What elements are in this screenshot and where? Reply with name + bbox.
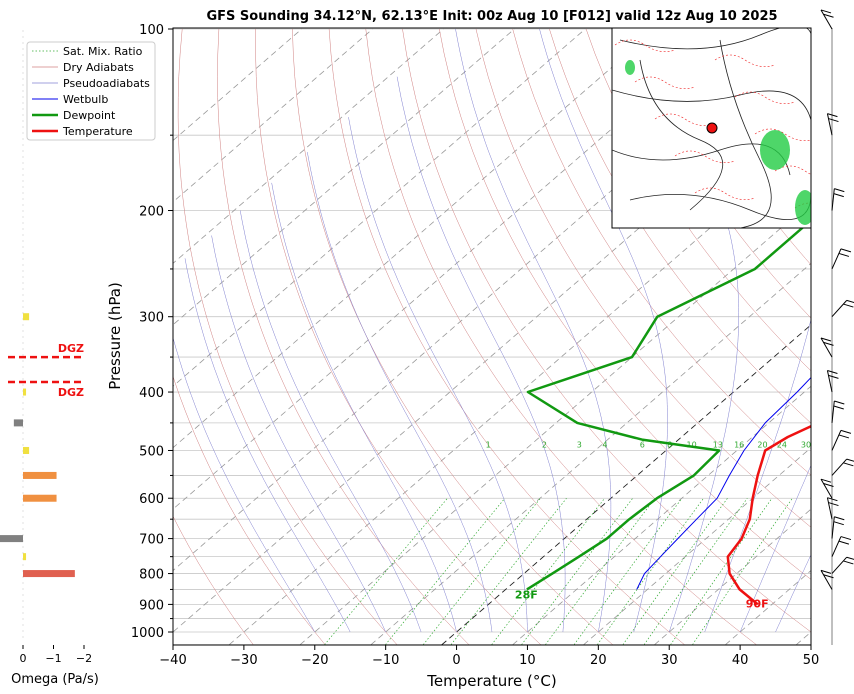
y-tick-label: 800: [139, 568, 164, 583]
mixing-ratio-label: 1: [486, 440, 491, 449]
axes-layer: −40 −30 −20 −10 0 10 20 30 40 50 100 200 300 400 500 60…: [131, 23, 819, 668]
mixing-ratio-label: 4: [602, 440, 607, 449]
mixing-ratio-label: 36: [821, 440, 831, 449]
inset-map: [611, 27, 812, 229]
omega-bar: [23, 446, 30, 454]
y-tick-label: 900: [139, 598, 164, 613]
x-tick-label: 10: [519, 653, 536, 668]
wind-barb: [820, 569, 834, 590]
omega-bar: [0, 535, 24, 543]
dgz-label: DGZ: [58, 386, 84, 399]
wind-barb: [831, 458, 854, 476]
legend-entry: Temperature: [62, 125, 133, 138]
x-tick-label: −30: [230, 653, 257, 668]
surface-dewpoint-label: 28F: [515, 588, 538, 601]
wind-barb: [826, 497, 839, 520]
wind-barb: [820, 337, 834, 358]
mixing-ratio-label: 8: [667, 440, 672, 449]
wind-barb: [826, 370, 839, 393]
legend-entry: Dry Adiabats: [63, 61, 134, 74]
omega-panel: Omega (Pa/s) 0 −1 −2 DGZ DGZ: [0, 30, 99, 687]
x-axis-label: Temperature (°C): [426, 672, 556, 690]
legend-entry: Wetbulb: [63, 93, 108, 106]
omega-bar: [23, 494, 57, 502]
legend-entry: Pseudoadiabats: [63, 77, 150, 90]
y-tick-label: 300: [139, 311, 164, 326]
wind-barb: [831, 429, 852, 451]
wind-barb: [826, 113, 839, 136]
mixing-ratio-label: 13: [713, 440, 723, 449]
mixing-ratio-label: 30: [801, 440, 811, 449]
x-tick-label: 0: [452, 653, 460, 668]
x-tick-label: −20: [301, 653, 328, 668]
legend-entry: Dewpoint: [63, 109, 116, 122]
y-tick-label: 600: [139, 492, 164, 507]
series-temperature: [726, 424, 811, 606]
x-tick-label: 20: [590, 653, 607, 668]
y-tick-label: 200: [139, 205, 164, 220]
wind-barb: [831, 248, 852, 270]
location-marker: [706, 122, 718, 134]
mixing-ratio-label: 16: [734, 440, 744, 449]
omega-tick-label: −1: [45, 652, 61, 665]
y-tick-label: 1000: [131, 626, 164, 641]
series-layer: [526, 218, 811, 606]
y-tick-label: 500: [139, 444, 164, 459]
y-tick-label: 400: [139, 386, 164, 401]
omega-bar: [23, 313, 30, 321]
x-tick-label: 30: [661, 653, 678, 668]
wind-barb: [831, 516, 845, 539]
wind-barb: [831, 400, 845, 423]
omega-tick-label: 0: [20, 652, 27, 665]
x-tick-label: −40: [159, 653, 186, 668]
wind-barb: [831, 299, 854, 318]
wind-barb: [820, 9, 834, 30]
mixing-ratio-label: 2: [542, 440, 547, 449]
wind-barb: [820, 478, 834, 499]
omega-bar: [23, 471, 57, 479]
y-tick-label: 100: [139, 23, 164, 38]
legend-entry: Sat. Mix. Ratio: [63, 45, 143, 58]
x-tick-label: −10: [372, 653, 399, 668]
wind-barb: [831, 188, 845, 211]
x-tick-label: 40: [732, 653, 749, 668]
chart-title: GFS Sounding 34.12°N, 62.13°E Init: 00z …: [206, 9, 777, 24]
x-tick-label: 50: [803, 653, 820, 668]
mixing-ratio-label: 20: [757, 440, 767, 449]
mixing-ratio-label: 24: [777, 440, 787, 449]
legend: Sat. Mix. Ratio Dry Adiabats Pseudoadiabat…: [26, 41, 156, 141]
omega-bar: [13, 419, 23, 427]
omega-axis-label: Omega (Pa/s): [11, 672, 99, 687]
y-axis-label: Pressure (hPa): [106, 282, 124, 390]
mixing-ratio-label: 10: [686, 440, 696, 449]
wind-barb: [831, 556, 854, 574]
series-dewpoint: [526, 218, 811, 591]
y-tick-label: 700: [139, 533, 164, 548]
mixing-ratio-label: 6: [640, 440, 645, 449]
omega-bar: [23, 570, 75, 578]
wind-barb: [831, 536, 852, 557]
plot-frame: [172, 27, 812, 646]
omega-bar: [23, 553, 27, 561]
wind-barbs: [820, 9, 854, 645]
surface-temp-label: 90F: [746, 597, 769, 610]
dgz-label: DGZ: [58, 342, 84, 355]
omega-tick-label: −2: [76, 652, 92, 665]
series-wetbulb: [636, 376, 811, 590]
omega-bar: [23, 388, 27, 396]
mixing-ratio-label: 3: [577, 440, 582, 449]
